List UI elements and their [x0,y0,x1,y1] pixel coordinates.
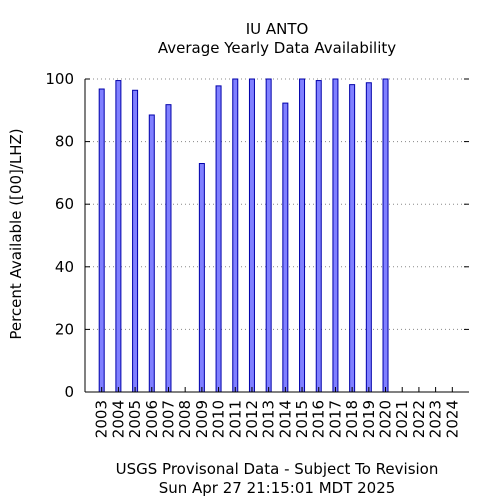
x-tick-label: 2021 [393,400,411,438]
y-tick-label: 100 [45,70,74,88]
x-tick-label: 2023 [427,400,445,438]
bar [198,163,205,393]
x-tick-labels: 2003200420052006200720082009201020112012… [93,400,462,438]
x-tick-label: 2012 [243,400,261,438]
bar [265,78,272,393]
bar [315,80,322,393]
x-tick-label: 2022 [410,400,428,438]
x-tick-label: 2009 [193,400,211,438]
y-tick-label: 20 [55,320,74,338]
bar [115,80,122,393]
bar [98,88,105,393]
x-tick-label: 2016 [310,400,328,438]
x-tick-label: 2003 [93,400,111,438]
axes [84,78,469,393]
bar [248,78,255,393]
bar [299,78,306,393]
y-tick-label: 80 [55,133,74,151]
bar [215,85,222,393]
x-tick-label: 2006 [143,400,161,438]
y-axis-label: Percent Available ([00]/LHZ) [7,128,25,339]
bars [98,78,389,393]
chart-subtitle: Average Yearly Data Availability [158,39,396,57]
bar [132,89,139,393]
x-tick-label: 2008 [176,400,194,438]
y-tick-label: 40 [55,258,74,276]
x-tick-label: 2005 [126,400,144,438]
bar [332,78,339,393]
x-tick-label: 2011 [226,400,244,438]
x-tick-label: 2013 [260,400,278,438]
bar [148,114,155,393]
x-tick-label: 2004 [109,400,127,438]
y-tick-labels: 0 20 40 60 80 100 [45,70,74,401]
x-tick-label: 2007 [159,400,177,438]
x-tick-label: 2018 [343,400,361,438]
x-tick-label: 2010 [210,400,228,438]
bar [165,104,172,393]
y-tick-label: 60 [55,195,74,213]
grid-lines [85,78,469,330]
chart-footer: Sun Apr 27 21:15:01 MDT 2025 [159,479,396,497]
bar [232,78,239,393]
bar [382,78,389,393]
x-tick-label: 2014 [276,400,294,438]
x-tick-label: 2015 [293,400,311,438]
x-tick-label: 2019 [360,400,378,438]
bar [349,84,356,393]
x-axis-label: USGS Provisonal Data - Subject To Revisi… [116,460,439,478]
y-tick-label: 0 [64,383,74,401]
x-tick-label: 2020 [377,400,395,438]
chart-title: IU ANTO [246,20,309,38]
x-tick-label: 2024 [443,400,461,438]
bar [282,102,289,393]
bar [365,82,372,393]
x-tick-label: 2017 [326,400,344,438]
